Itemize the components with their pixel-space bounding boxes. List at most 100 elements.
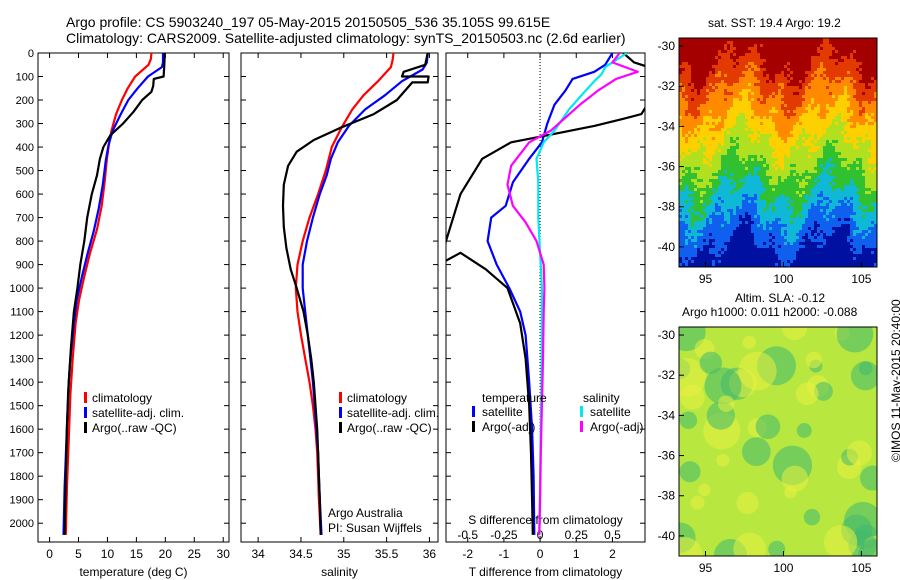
plot-frame — [240, 52, 439, 543]
legend-swatch — [84, 422, 87, 433]
y-tick-label: 1300 — [10, 354, 34, 366]
map-frame — [678, 326, 878, 557]
y-tick-label: 1200 — [10, 330, 34, 342]
footer-timestamp: ©IMOS 11-May-2015 20:40:00 — [889, 299, 900, 462]
chart-title-line1: Argo profile: CS 5903240_197 05-May-2015… — [66, 14, 551, 30]
x-axis-label: temperature (deg C) — [79, 565, 187, 579]
legend-swatch — [84, 392, 87, 403]
legend-swatch — [580, 421, 583, 432]
map-field — [679, 38, 877, 267]
y-tick-label: 600 — [16, 189, 34, 201]
map-x-tick-label: 100 — [773, 561, 793, 575]
legend-label: climatology — [92, 391, 152, 405]
s-tick-label: 0.5 — [604, 528, 621, 542]
map-y-tick-label: -40 — [658, 529, 676, 543]
credit-line2: PI: Susan Wijffels — [328, 521, 422, 535]
x-axis-label: T difference from climatology — [469, 565, 623, 579]
y-tick-label: 100 — [16, 72, 34, 84]
y-tick-label: 300 — [16, 119, 34, 131]
x-tick-label: 36 — [423, 547, 437, 561]
legend-label: satellite-adj. clim. — [347, 406, 439, 420]
x-tick-label: 34 — [251, 547, 265, 561]
map-y-tick-label: -30 — [658, 328, 676, 342]
sla-map: 95 100 105 -30 -32 -34 -36 -38 -40 — [658, 326, 878, 575]
map-y-tick-label: -36 — [658, 160, 676, 174]
s-tick-label: 0.25 — [565, 528, 589, 542]
y-tick-label: 1700 — [10, 448, 34, 460]
map-y-tick-label: -38 — [658, 489, 676, 503]
x-tick-label: 15 — [130, 547, 144, 561]
x-tick-label: 10 — [101, 547, 115, 561]
legend-swatch — [339, 407, 342, 418]
x-tick-label: 1 — [573, 547, 580, 561]
x-tick-label: 30 — [217, 547, 231, 561]
map-y-tick-label: -40 — [658, 240, 676, 254]
map-y-tick-label: -32 — [658, 368, 676, 382]
legend-swatch — [472, 421, 475, 432]
series-group — [446, 53, 645, 535]
y-tick-label: 700 — [16, 213, 34, 225]
plot-frame — [37, 52, 230, 543]
series-line-2 — [63, 53, 166, 535]
series-line-3 — [506, 53, 639, 535]
map-frame — [678, 37, 878, 268]
x-tick-label: -1 — [499, 547, 510, 561]
legend-swatch — [580, 406, 583, 417]
sst-map: 95 100 105 -30 -32 -34 -36 -38 -40 — [658, 37, 878, 286]
legend-label: Argo(..raw -QC) — [347, 421, 432, 435]
y-tick-label: 2000 — [10, 518, 34, 530]
x-tick-label: 0 — [537, 547, 544, 561]
series-line-0 — [486, 53, 614, 535]
map-x-tick-label: 100 — [773, 272, 793, 286]
x-axis-label-top: S difference from climatology — [468, 513, 623, 527]
y-tick-label: 1800 — [10, 471, 34, 483]
x-tick-label: 2 — [609, 547, 616, 561]
legend-swatch — [339, 422, 342, 433]
x-axis-label: salinity — [321, 565, 358, 579]
credit-line1: Argo Australia — [328, 506, 403, 520]
y-tick-label: 200 — [16, 95, 34, 107]
map-y-tick-label: -34 — [658, 119, 676, 133]
x-tick-label: 35.5 — [375, 547, 399, 561]
series-group — [281, 53, 430, 535]
legend-label: climatology — [347, 391, 407, 405]
sla-map-title-line1: Altim. SLA: -0.12 — [735, 291, 826, 305]
sst-map-title: sat. SST: 19.4 Argo: 19.2 — [708, 16, 841, 30]
map-x-tick-label: 95 — [699, 272, 713, 286]
series-group — [62, 53, 166, 535]
x-tick-label: 20 — [159, 547, 173, 561]
y-tick-label: 1500 — [10, 401, 34, 413]
map-y-tick-label: -32 — [658, 79, 676, 93]
y-tick-label: 1400 — [10, 377, 34, 389]
legend-swatch — [84, 407, 87, 418]
series-line-0 — [64, 53, 153, 535]
legend-label: satellite-adj. clim. — [92, 406, 184, 420]
legend-label: satellite — [482, 405, 523, 419]
y-tick-label: 1600 — [10, 424, 34, 436]
legend-header: salinity — [583, 391, 620, 405]
map-x-tick-label: 95 — [699, 561, 713, 575]
s-tick-label: 0 — [537, 528, 544, 542]
y-tick-label: 1900 — [10, 495, 34, 507]
x-tick-label: 5 — [75, 547, 82, 561]
y-tick-label: 500 — [16, 166, 34, 178]
legend-label: Argo(-adj) — [590, 420, 643, 434]
temperature-panel: 0100200300400500600700800900100011001200… — [10, 48, 231, 579]
series-line-1 — [446, 53, 645, 535]
x-tick-label: 34.5 — [289, 547, 313, 561]
salinity-panel: 34 34.5 35 35.5 36 salinity climatologysatelli… — [240, 52, 439, 579]
x-tick-label: 25 — [188, 547, 202, 561]
map-x-tick-label: 105 — [851, 561, 871, 575]
map-y-tick-label: -38 — [658, 200, 676, 214]
y-tick-label: 1000 — [10, 283, 34, 295]
x-tick-label: 0 — [46, 547, 53, 561]
difference-panel: -2 -1 0 1 2 T difference from climatology S di… — [445, 52, 646, 579]
map-field — [679, 327, 877, 556]
map-x-tick-label: 105 — [851, 272, 871, 286]
sla-map-title-line2: Argo h1000: 0.011 h2000: -0.088 — [682, 305, 858, 319]
s-tick-label: -0.5 — [457, 528, 478, 542]
x-tick-label: 35 — [337, 547, 351, 561]
y-tick-label: 400 — [16, 142, 34, 154]
legend-label: Argo(..raw -QC) — [92, 421, 177, 435]
